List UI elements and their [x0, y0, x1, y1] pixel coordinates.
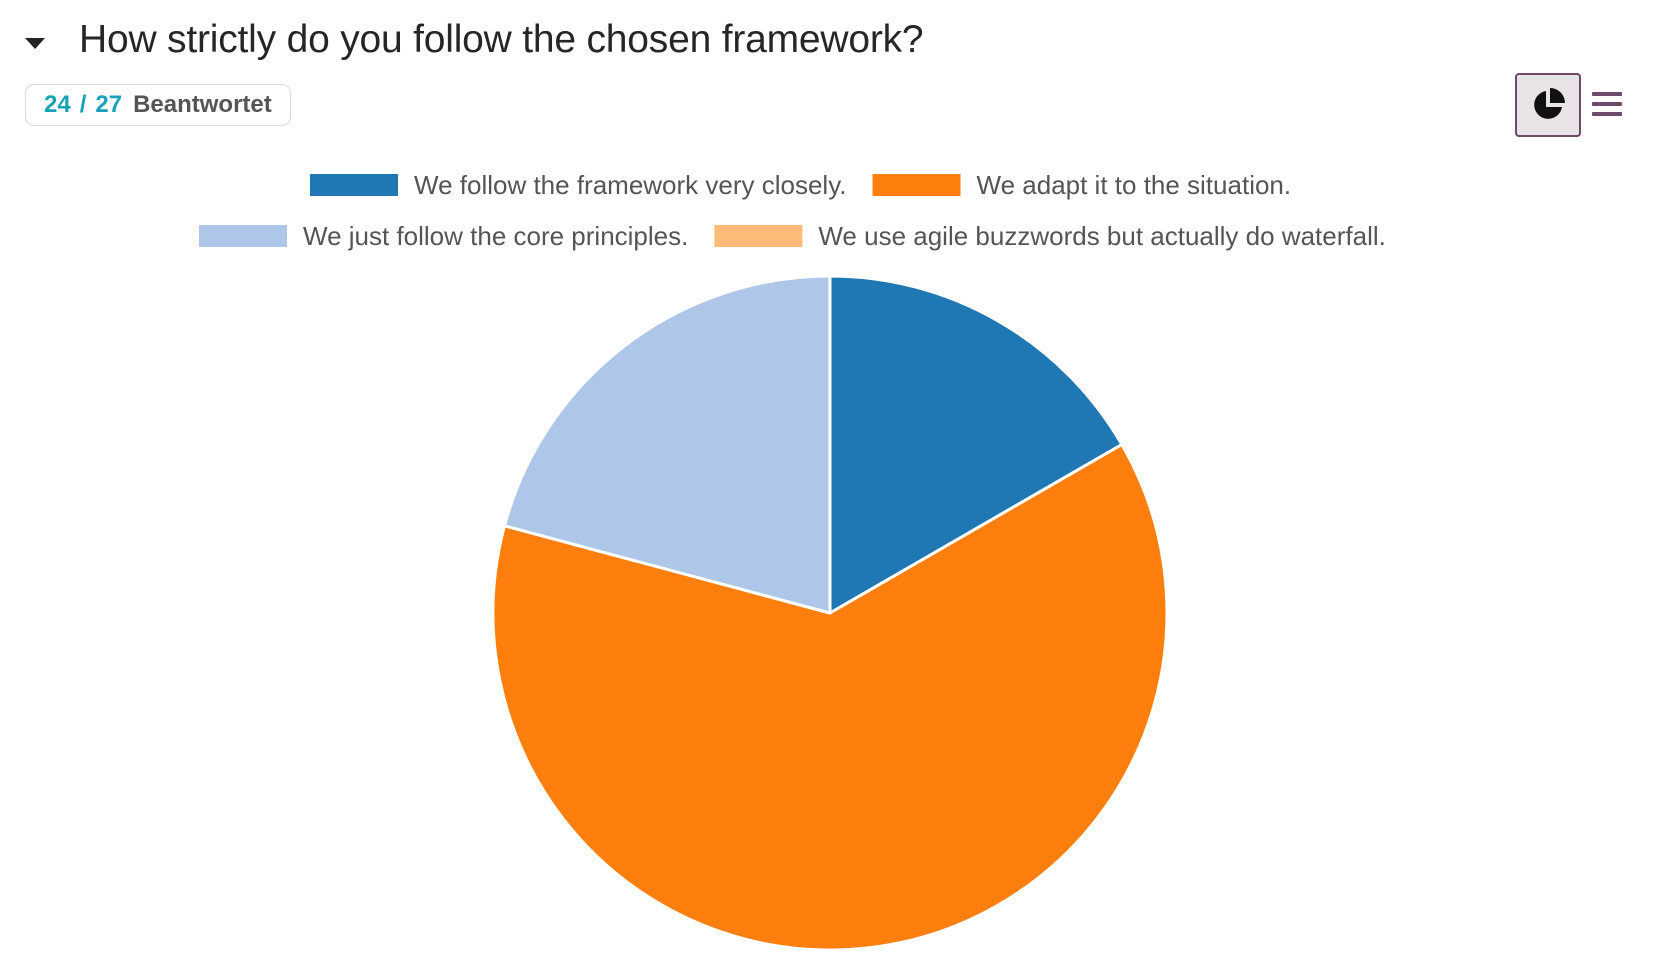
badge-separator: / — [79, 91, 87, 118]
pie-chart-icon — [1534, 88, 1565, 119]
legend-label: We just follow the core principles. — [303, 221, 688, 251]
legend-label: We follow the framework very closely. — [414, 170, 847, 200]
legend-swatch — [310, 174, 398, 196]
answered-label: Beantwortet — [133, 91, 272, 118]
legend-item[interactable]: We adapt it to the situation. — [872, 170, 1292, 200]
question-header: How strictly do you follow the chosen fr… — [20, 14, 924, 66]
legend-swatch — [872, 174, 961, 196]
legend-label: We use agile buzzwords but actually do w… — [818, 221, 1385, 251]
legend-item[interactable]: We just follow the core principles. — [199, 221, 688, 251]
pie-slice[interactable] — [828, 274, 1124, 615]
pie-chart-toggle-button[interactable] — [1515, 73, 1581, 137]
legend-item[interactable]: We use agile buzzwords but actually do w… — [714, 221, 1386, 251]
pie-slice[interactable] — [502, 274, 832, 615]
legend-label: We adapt it to the situation. — [977, 170, 1292, 200]
hamburger-menu-icon[interactable] — [1592, 92, 1622, 120]
answered-count: 24 — [44, 91, 71, 118]
collapse-caret-icon[interactable] — [25, 37, 45, 49]
question-title: How strictly do you follow the chosen fr… — [79, 18, 924, 61]
total-count: 27 — [95, 91, 123, 118]
answered-badge: 24 / 27 Beantwortet — [25, 84, 291, 126]
legend-swatch — [714, 225, 803, 247]
pie-slice[interactable] — [491, 443, 1169, 952]
legend-swatch — [199, 225, 287, 247]
legend-item[interactable]: We follow the framework very closely. — [310, 170, 847, 200]
